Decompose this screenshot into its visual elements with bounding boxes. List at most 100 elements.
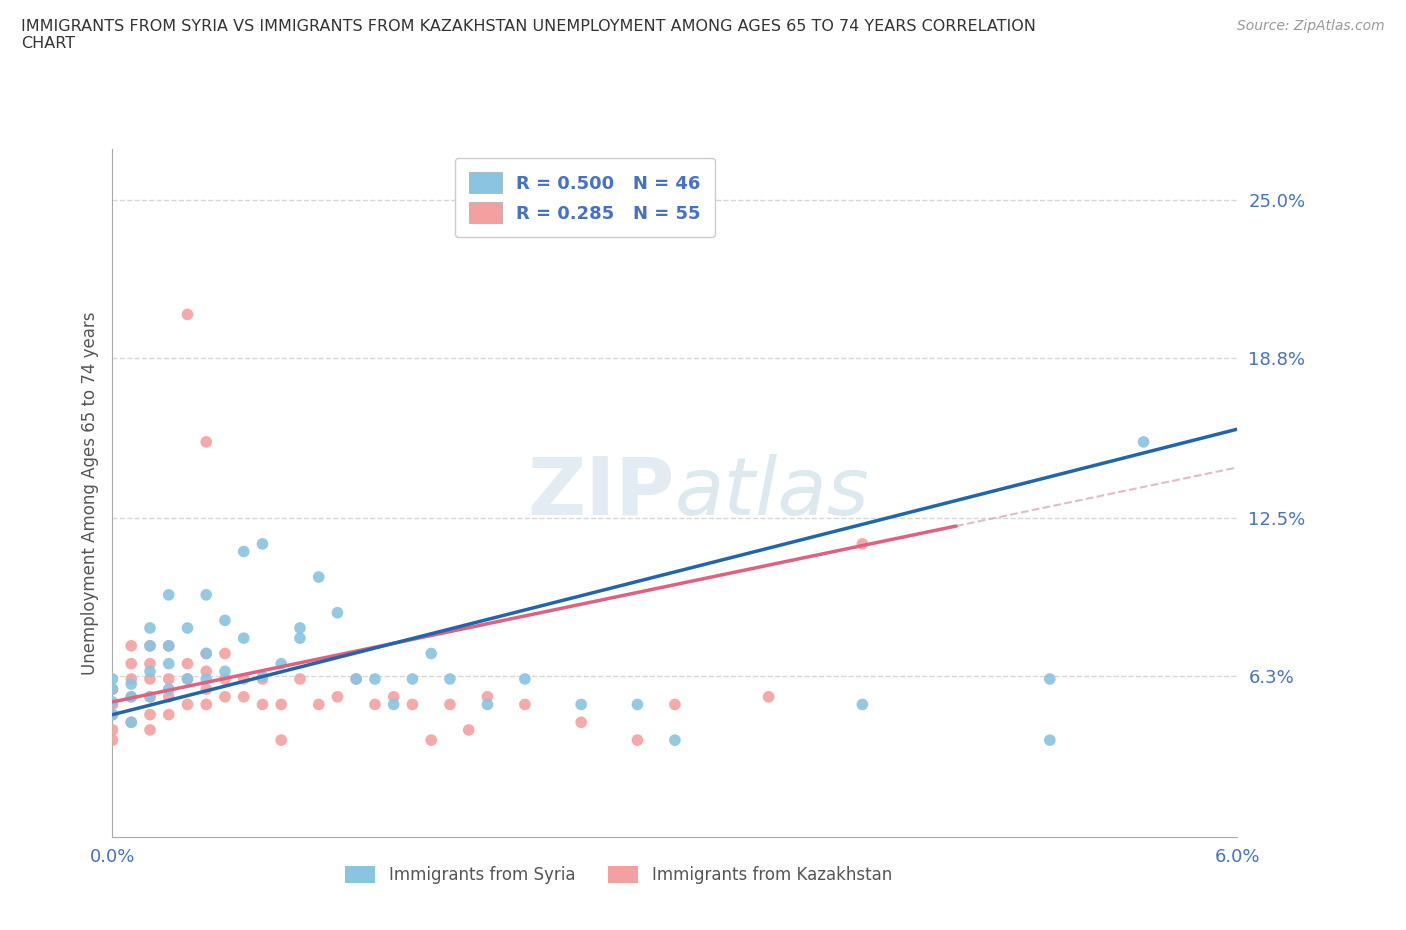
Point — [101, 707, 124, 722]
Point — [326, 605, 349, 620]
Point — [195, 697, 218, 711]
Point — [420, 733, 443, 748]
Point — [176, 671, 198, 686]
Point — [252, 671, 274, 686]
Point — [139, 657, 162, 671]
Point — [288, 671, 311, 686]
Point — [252, 669, 274, 684]
Point — [513, 697, 536, 711]
Point — [252, 697, 274, 711]
Point — [139, 723, 162, 737]
Point — [364, 671, 387, 686]
Point — [120, 657, 142, 671]
Point — [326, 689, 349, 704]
Point — [214, 613, 236, 628]
Point — [176, 697, 198, 711]
Point — [120, 638, 142, 653]
Point — [232, 544, 254, 559]
Point — [101, 707, 124, 722]
Point — [157, 638, 180, 653]
Text: IMMIGRANTS FROM SYRIA VS IMMIGRANTS FROM KAZAKHSTAN UNEMPLOYMENT AMONG AGES 65 T: IMMIGRANTS FROM SYRIA VS IMMIGRANTS FROM… — [21, 19, 1036, 51]
Point — [1039, 733, 1062, 748]
Point — [270, 697, 292, 711]
Point — [157, 638, 180, 653]
Point — [195, 646, 218, 661]
Point — [195, 664, 218, 679]
Point — [664, 733, 686, 748]
Point — [120, 689, 142, 704]
Point — [401, 671, 423, 686]
Point — [195, 434, 218, 449]
Point — [232, 689, 254, 704]
Point — [214, 646, 236, 661]
Point — [364, 697, 387, 711]
Point — [101, 682, 124, 697]
Legend: Immigrants from Syria, Immigrants from Kazakhstan: Immigrants from Syria, Immigrants from K… — [339, 859, 898, 891]
Point — [139, 638, 162, 653]
Point — [214, 689, 236, 704]
Point — [344, 671, 367, 686]
Point — [252, 537, 274, 551]
Point — [139, 620, 162, 635]
Point — [195, 646, 218, 661]
Point — [420, 646, 443, 661]
Point — [139, 671, 162, 686]
Point — [157, 671, 180, 686]
Point — [214, 664, 236, 679]
Point — [477, 689, 499, 704]
Point — [439, 671, 461, 686]
Point — [569, 697, 592, 711]
Point — [139, 638, 162, 653]
Point — [139, 689, 162, 704]
Text: Source: ZipAtlas.com: Source: ZipAtlas.com — [1237, 19, 1385, 33]
Point — [120, 689, 142, 704]
Point — [139, 707, 162, 722]
Point — [344, 671, 367, 686]
Point — [176, 671, 198, 686]
Point — [1132, 434, 1154, 449]
Point — [120, 715, 142, 730]
Text: ZIP: ZIP — [527, 454, 675, 532]
Point — [664, 697, 686, 711]
Point — [401, 697, 423, 711]
Point — [176, 657, 198, 671]
Point — [120, 715, 142, 730]
Point — [195, 682, 218, 697]
Point — [176, 307, 198, 322]
Point — [288, 631, 311, 645]
Point — [270, 657, 292, 671]
Point — [157, 689, 180, 704]
Point — [382, 689, 405, 704]
Point — [101, 697, 124, 711]
Point — [851, 697, 873, 711]
Point — [439, 697, 461, 711]
Point — [101, 695, 124, 710]
Point — [195, 588, 218, 603]
Point — [232, 671, 254, 686]
Point — [308, 569, 330, 584]
Point — [157, 588, 180, 603]
Point — [139, 689, 162, 704]
Point — [176, 620, 198, 635]
Point — [270, 733, 292, 748]
Point — [120, 677, 142, 692]
Point — [513, 671, 536, 686]
Point — [288, 620, 311, 635]
Point — [157, 707, 180, 722]
Point — [569, 715, 592, 730]
Point — [120, 671, 142, 686]
Point — [101, 723, 124, 737]
Y-axis label: Unemployment Among Ages 65 to 74 years: Unemployment Among Ages 65 to 74 years — [80, 312, 98, 674]
Point — [101, 682, 124, 697]
Point — [308, 697, 330, 711]
Point — [626, 697, 648, 711]
Point — [626, 733, 648, 748]
Point — [232, 631, 254, 645]
Point — [382, 697, 405, 711]
Point — [157, 657, 180, 671]
Point — [157, 682, 180, 697]
Point — [101, 671, 124, 686]
Point — [214, 671, 236, 686]
Text: atlas: atlas — [675, 454, 870, 532]
Point — [101, 733, 124, 748]
